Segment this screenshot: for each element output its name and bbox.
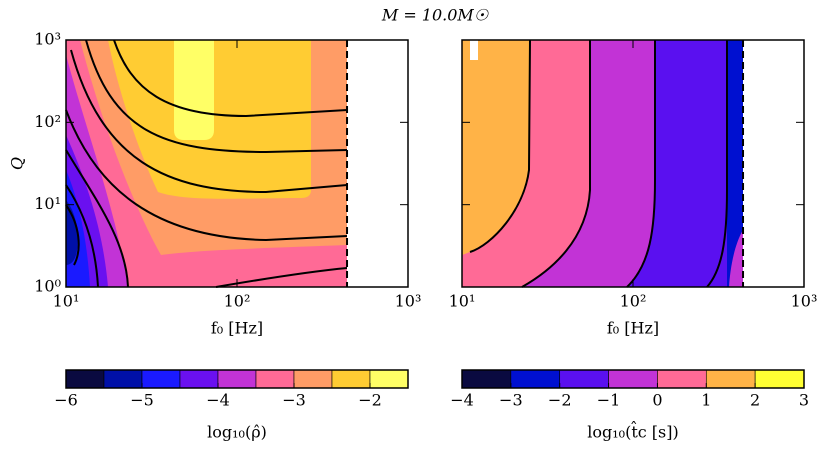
colorbar-frame [65,369,409,389]
no-data-region [743,40,804,287]
x-axis-label: f₀ [Hz] [607,319,659,338]
colorbar-bin [179,369,219,389]
no-data-region [347,40,408,287]
colorbar-bin [657,369,707,389]
colorbar-tick-label: −4 [206,391,230,410]
contour-line [521,40,591,288]
colorbar-bin [65,369,105,389]
contour-plot [462,39,743,288]
colorbar-bin [754,369,805,389]
colorbar-label: log₁₀(ρ̂) [207,423,267,442]
colorbar-bin [559,369,609,389]
contour-region [727,40,743,287]
colorbar-tick-label: 0 [652,391,662,410]
colorbar-tick-label: −2 [548,391,572,410]
contour-region [66,200,78,265]
contour-line [469,39,531,253]
contour-line [65,204,80,266]
colorbar-bin [510,369,561,389]
colorbar-tick-label: −4 [450,391,474,410]
contour-line [65,109,348,242]
colorbar-tick-label: 1 [701,391,711,410]
contour-line [706,40,728,288]
contour-region [627,40,727,287]
y-tick-label: 10⁰ [34,277,61,296]
contour-region [462,40,530,255]
colorbar-label: log₁₀(t̂c [s]) [587,421,678,441]
colorbar-tick-label: 3 [799,391,809,410]
contour-line [215,267,348,288]
figure-title: M = 10.0M☉ [381,6,489,25]
x-tick-label: 10³ [395,292,422,311]
contour-region [174,40,214,140]
contour-line [85,39,348,154]
y-tick-label: 10² [34,112,61,131]
colorbar-bin [705,369,756,389]
x-tick-label: 10¹ [53,292,80,311]
colorbar-bin [141,369,181,389]
colorbar-bin [331,369,371,389]
colorbar-tick-label: −6 [54,391,78,410]
colorbar-frame [461,369,805,389]
contour-line [65,149,129,288]
colorbar-tick-label: 2 [750,391,760,410]
colorbar-bin [255,369,295,389]
x-tick-label: 10² [224,292,251,311]
x-tick-label: 10³ [791,292,818,311]
y-tick-label: 10¹ [34,194,61,213]
blank-region [470,40,478,60]
colorbar-bin [293,369,333,389]
contour-line [626,40,656,288]
colorbar-tick-label: −1 [597,391,621,410]
colorbar-tick-label: −3 [282,391,306,410]
contour-line [70,49,348,194]
contour-line [113,39,348,118]
contour-plot [65,39,348,288]
colorbar-bin [217,369,257,389]
colorbar-bin [461,369,512,389]
colorbar-tick-label: −5 [130,391,154,410]
x-tick-label: 10¹ [449,292,476,311]
y-axis-label: Q [8,157,27,170]
y-tick-label: 10³ [34,30,61,49]
colorbar-bin [369,369,409,389]
contour-line [65,184,99,288]
colorbar-bin [608,369,658,389]
x-axis-label: f₀ [Hz] [211,319,263,338]
colorbar-tick-label: −3 [499,391,523,410]
colorbar-bin [103,369,143,389]
colorbar-tick-label: −2 [358,391,382,410]
x-tick-label: 10² [620,292,647,311]
